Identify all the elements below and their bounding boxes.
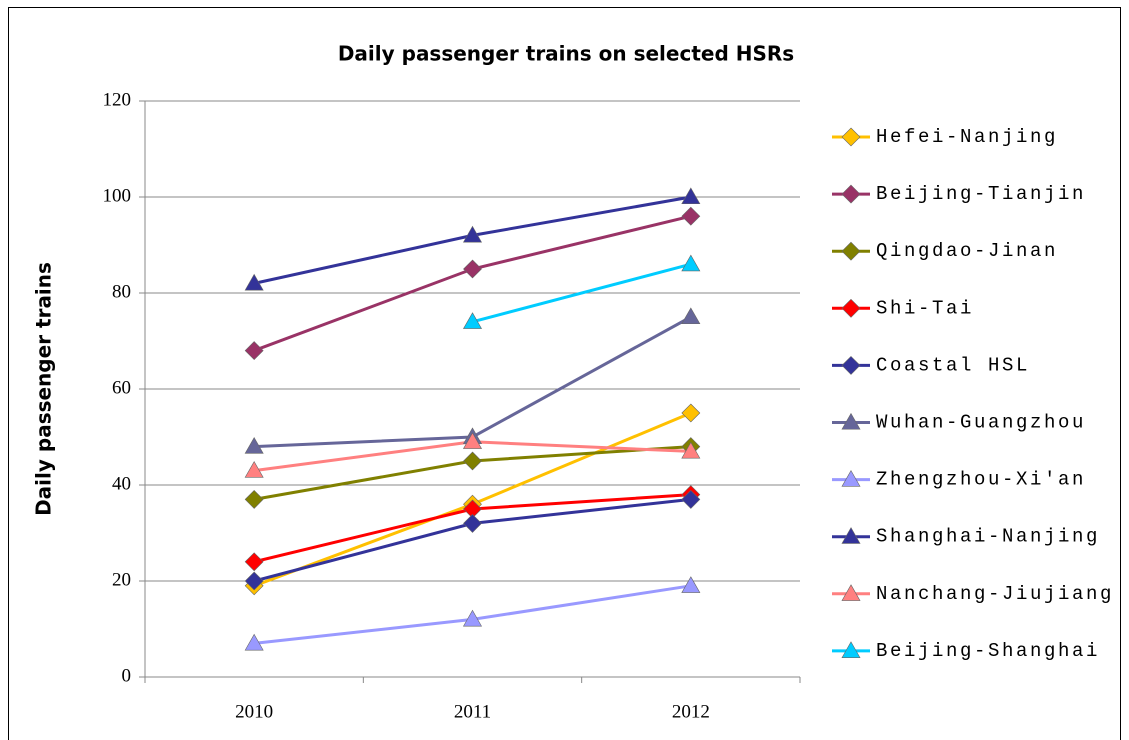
marker bbox=[681, 576, 701, 593]
y-tick-label: 60 bbox=[112, 377, 131, 398]
y-tick-label: 100 bbox=[103, 185, 132, 206]
legend-label: Nanchang-Jiujiang bbox=[876, 583, 1114, 605]
marker bbox=[681, 441, 701, 459]
legend-label: Shi-Tai bbox=[876, 297, 974, 319]
y-tick-label: 120 bbox=[103, 89, 132, 110]
marker bbox=[462, 609, 483, 627]
legend-marker bbox=[841, 584, 861, 601]
legend-label: Shanghai-Nanjing bbox=[876, 526, 1100, 548]
x-tick-label: 2010 bbox=[235, 701, 273, 722]
legend-marker bbox=[841, 469, 861, 487]
marker bbox=[681, 206, 701, 226]
legend-marker bbox=[841, 641, 861, 658]
legend-label: Beijing-Shanghai bbox=[876, 640, 1100, 662]
marker bbox=[681, 403, 701, 423]
legend-label: Beijing-Tianjin bbox=[876, 183, 1086, 205]
marker bbox=[244, 273, 264, 291]
legend-label: Coastal HSL bbox=[876, 354, 1030, 376]
marker bbox=[463, 259, 482, 279]
marker bbox=[462, 312, 483, 329]
marker bbox=[463, 451, 482, 471]
marker bbox=[244, 436, 264, 454]
legend-marker bbox=[841, 298, 861, 318]
y-tick-label: 20 bbox=[112, 569, 131, 590]
marker bbox=[681, 489, 701, 509]
marker bbox=[244, 341, 264, 361]
marker bbox=[462, 432, 483, 449]
marker bbox=[244, 571, 264, 591]
chart-border bbox=[8, 7, 1121, 740]
legend-marker bbox=[841, 241, 861, 261]
chart-title: Daily passenger trains on selected HSRs bbox=[338, 42, 794, 66]
marker bbox=[681, 254, 701, 272]
y-tick-label: 0 bbox=[122, 665, 132, 686]
marker bbox=[462, 225, 483, 243]
x-tick-label: 2011 bbox=[454, 701, 491, 722]
marker bbox=[681, 187, 701, 205]
legend-marker bbox=[841, 527, 861, 544]
legend-marker bbox=[841, 184, 861, 204]
legend-marker bbox=[841, 412, 861, 430]
marker bbox=[244, 552, 264, 572]
legend-label: Zhengzhou-Xi'an bbox=[876, 469, 1086, 491]
marker bbox=[244, 633, 264, 651]
y-axis-label: Daily passenger trains bbox=[32, 262, 56, 516]
x-tick-label: 2012 bbox=[672, 701, 710, 722]
legend-label: Wuhan-Guangzhou bbox=[876, 412, 1086, 434]
y-tick-label: 40 bbox=[112, 473, 131, 494]
y-tick-label: 80 bbox=[112, 281, 131, 302]
marker bbox=[463, 513, 482, 533]
marker bbox=[244, 460, 264, 478]
legend-marker bbox=[841, 127, 861, 147]
marker bbox=[244, 489, 264, 509]
marker bbox=[681, 307, 701, 325]
legend-marker bbox=[841, 355, 861, 375]
series-line bbox=[472, 262, 692, 324]
legend-label: Hefei-Nanjing bbox=[876, 126, 1058, 148]
legend-label: Qingdao-Jinan bbox=[876, 240, 1058, 262]
